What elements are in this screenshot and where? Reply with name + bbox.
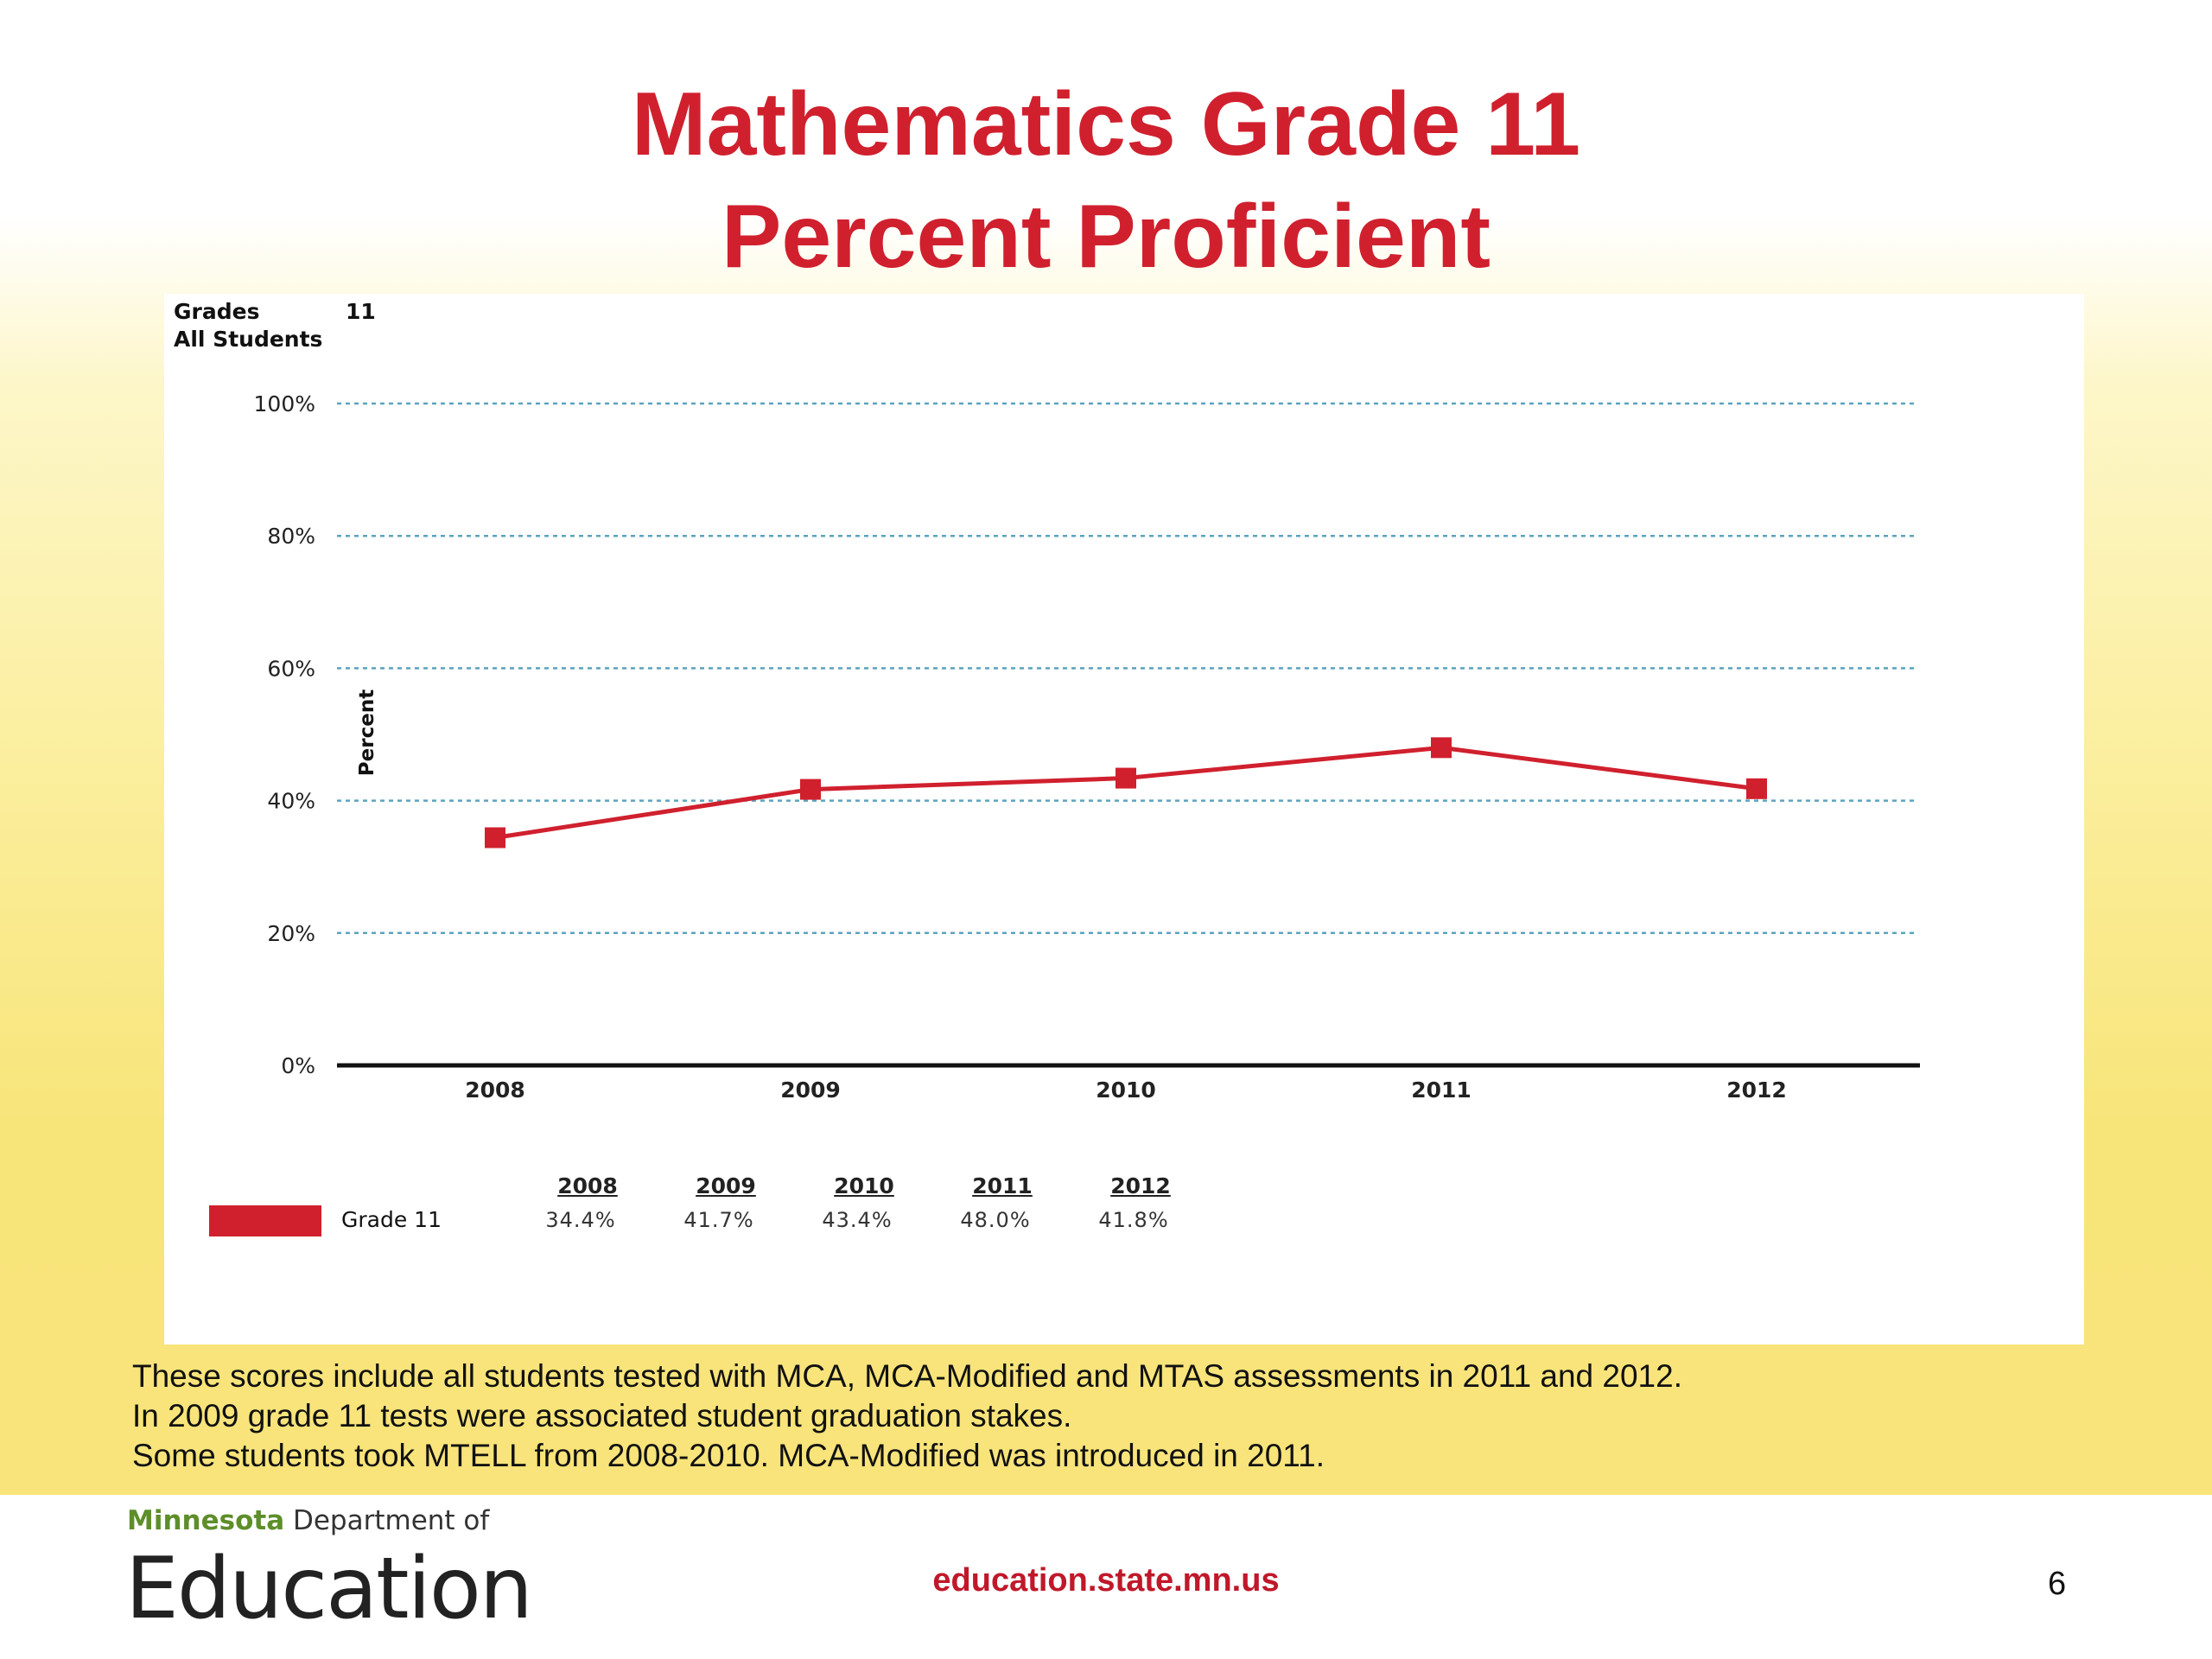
table-value: 43.4% — [822, 1208, 893, 1232]
table-year: 2011 — [972, 1173, 1033, 1198]
page-number: 6 — [2048, 1566, 2067, 1602]
logo-dept: Department of — [292, 1505, 490, 1536]
logo-state: Minnesota — [127, 1505, 285, 1536]
slide-title-line2: Percent Proficient — [721, 187, 1491, 287]
x-axis-ticks: 2008 2009 2010 2011 2012 — [465, 1077, 1787, 1103]
line-chart: 0%20%40%60%80%100% 2008 2009 2010 2011 2012 … — [254, 391, 1920, 1103]
y-axis-label: Percent — [356, 690, 378, 776]
data-point — [1116, 767, 1136, 789]
x-tick-label: 2012 — [1726, 1077, 1787, 1103]
x-tick-label: 2011 — [1411, 1077, 1471, 1103]
note-line-3: Some students took MTELL from 2008-2010.… — [132, 1438, 1325, 1473]
y-tick-label: 80% — [267, 524, 315, 549]
y-axis-ticks: 0% 20% 40% 60% 80% 100% — [254, 391, 315, 1078]
data-point — [1431, 737, 1452, 759]
data-point — [800, 779, 821, 800]
footer-url[interactable]: education.state.mn.us — [932, 1562, 1280, 1599]
table-year: 2009 — [696, 1173, 756, 1198]
grades-label: Grades — [174, 299, 260, 324]
data-point — [485, 827, 505, 849]
legend-swatch — [209, 1205, 321, 1236]
series-line — [494, 745, 1758, 840]
table-year: 2010 — [834, 1173, 894, 1198]
table-value: 41.8% — [1098, 1208, 1169, 1232]
note-line-2: In 2009 grade 11 tests were associated s… — [132, 1398, 1072, 1433]
table-year: 2012 — [1110, 1173, 1171, 1198]
group-label: All Students — [174, 327, 323, 352]
y-tick-label: 40% — [267, 789, 315, 814]
y-tick-label: 0% — [281, 1053, 315, 1078]
data-point — [1746, 778, 1767, 799]
y-tick-label: 60% — [267, 656, 315, 681]
table-value: 48.0% — [960, 1208, 1031, 1232]
grades-value: 11 — [346, 299, 376, 324]
table-year: 2008 — [557, 1173, 618, 1198]
y-tick-label: 20% — [267, 921, 315, 946]
table-value: 41.7% — [683, 1208, 754, 1232]
grid-lines — [337, 402, 1920, 1068]
chart-panel: Grades 11 All Students 0% 20% 40% 60% 80% 100… — [164, 294, 2084, 1344]
legend-label: Grade 11 — [341, 1207, 442, 1232]
table-value: 34.4% — [545, 1208, 616, 1232]
logo-subtitle: Minnesota Department of — [127, 1505, 489, 1536]
note-line-1: These scores include all students tested… — [132, 1358, 1682, 1394]
series-layer — [485, 737, 1767, 849]
slide-title-line1: Mathematics Grade 11 — [631, 74, 1581, 175]
y-tick-label: 100% — [254, 391, 315, 416]
x-tick-label: 2009 — [780, 1077, 841, 1103]
x-tick-label: 2010 — [1096, 1077, 1156, 1103]
x-tick-label: 2008 — [465, 1077, 525, 1103]
logo-education: Education — [125, 1540, 533, 1638]
